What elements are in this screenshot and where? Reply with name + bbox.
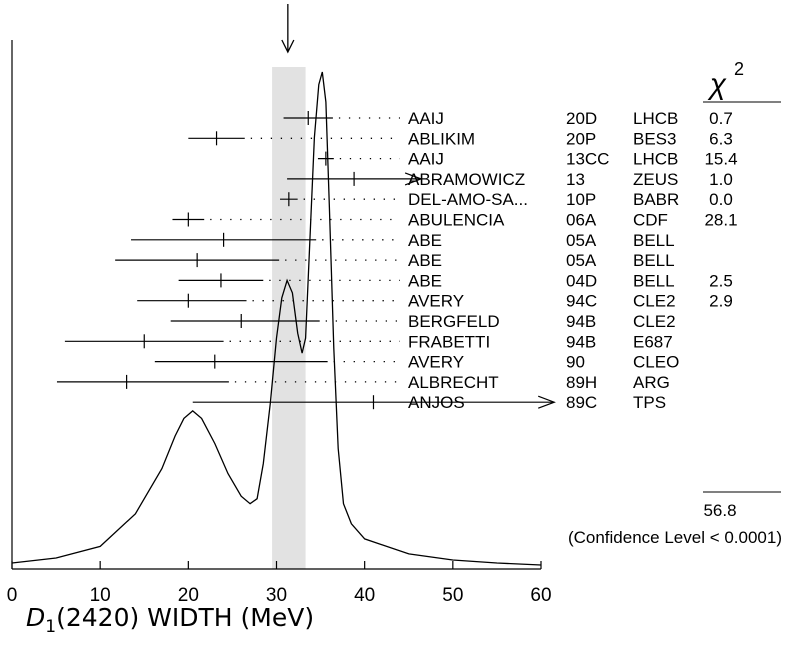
- reference-label: 94C: [566, 292, 597, 311]
- experiment-label: TPS: [633, 393, 666, 412]
- author-label: AVERY: [408, 353, 464, 372]
- reference-label: 20P: [566, 129, 596, 148]
- x-tick-label: 0: [7, 585, 18, 606]
- chi2-value: 2.5: [709, 271, 733, 290]
- chi2-value: 2.9: [709, 292, 733, 311]
- confidence-level: (Confidence Level < 0.0001): [568, 528, 782, 547]
- reference-label: 90: [566, 353, 585, 372]
- author-label: BERGFELD: [408, 312, 500, 331]
- reference-label: 13CC: [566, 150, 609, 169]
- x-tick-label: 50: [442, 585, 463, 606]
- author-label: AVERY: [408, 292, 464, 311]
- author-label: ABULENCIA: [408, 211, 505, 230]
- reference-label: 89H: [566, 373, 597, 392]
- experiment-label: CDF: [633, 211, 668, 230]
- chi2-total: 56.8: [703, 501, 736, 520]
- x-tick-label: 40: [354, 585, 375, 606]
- x-tick-label: 60: [530, 585, 551, 606]
- experiment-label: BELL: [633, 251, 675, 270]
- experiment-label: CLE2: [633, 292, 676, 311]
- chi2-value: 15.4: [704, 150, 737, 169]
- chi2-value: 0.0: [709, 190, 733, 209]
- author-label: FRABETTI: [408, 332, 490, 351]
- chi2-value: 6.3: [709, 129, 733, 148]
- experiment-label: BES3: [633, 129, 676, 148]
- author-label: ALBRECHT: [408, 373, 499, 392]
- experiment-label: LHCB: [633, 150, 678, 169]
- experiment-label: CLE2: [633, 312, 676, 331]
- author-label: ABRAMOWICZ: [408, 170, 525, 189]
- author-label: ABE: [408, 251, 442, 270]
- reference-label: 89C: [566, 393, 597, 412]
- reference-label: 94B: [566, 312, 596, 331]
- experiment-label: BELL: [633, 271, 675, 290]
- experiment-label: BABR: [633, 190, 679, 209]
- author-label: AAIJ: [408, 109, 444, 128]
- author-label: ABLIKIM: [408, 129, 475, 148]
- reference-label: 04D: [566, 271, 597, 290]
- experiment-label: E687: [633, 332, 673, 351]
- experiment-label: LHCB: [633, 109, 678, 128]
- reference-label: 94B: [566, 332, 596, 351]
- author-label: ABE: [408, 231, 442, 250]
- experiment-label: ARG: [633, 373, 670, 392]
- average-band: [272, 67, 306, 569]
- chi2-value: 0.7: [709, 109, 733, 128]
- chi2-value: 28.1: [704, 211, 737, 230]
- author-label: ANJOS: [408, 393, 465, 412]
- experiment-label: BELL: [633, 231, 675, 250]
- experiment-label: CLEO: [633, 353, 679, 372]
- x-axis-label-subscript: 1: [45, 617, 56, 637]
- reference-label: 05A: [566, 251, 597, 270]
- x-axis-label-text: (2420) WIDTH (MeV): [56, 603, 314, 632]
- author-label: DEL-AMO-SA...: [408, 190, 528, 209]
- reference-label: 13: [566, 170, 585, 189]
- chi2-header-sup: 2: [734, 59, 744, 79]
- author-label: ABE: [408, 271, 442, 290]
- experiment-label: ZEUS: [633, 170, 678, 189]
- reference-label: 10P: [566, 190, 596, 209]
- chi2-value: 1.0: [709, 170, 733, 189]
- reference-label: 06A: [566, 211, 597, 230]
- reference-label: 20D: [566, 109, 597, 128]
- chi2-header: χ: [707, 68, 727, 101]
- x-axis-label-symbol: D: [26, 603, 45, 632]
- author-label: AAIJ: [408, 150, 444, 169]
- x-axis-label: D1(2420) WIDTH (MeV): [26, 603, 314, 637]
- reference-label: 05A: [566, 231, 597, 250]
